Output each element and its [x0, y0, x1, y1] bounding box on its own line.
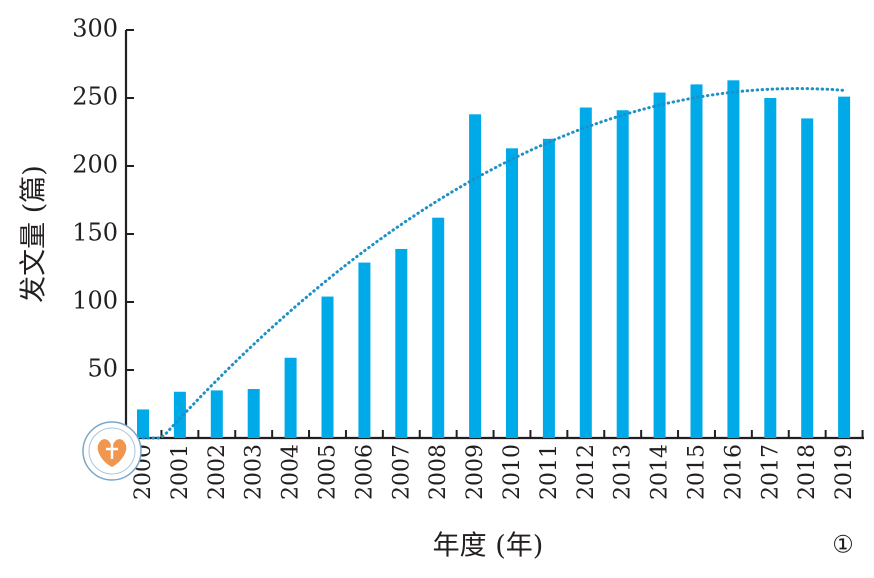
x-tick-label: 2003 — [242, 444, 267, 500]
x-tick-label: 2010 — [500, 444, 525, 500]
x-tick-label: 2009 — [463, 444, 488, 500]
x-tick-label: 2004 — [279, 444, 304, 500]
y-tick-label: 50 — [87, 355, 118, 383]
x-tick-label: 2008 — [426, 444, 451, 500]
x-tick-label: 2002 — [205, 444, 230, 500]
x-tick-label: 2016 — [721, 444, 746, 500]
bar-2015 — [690, 84, 703, 439]
bar-2011 — [542, 138, 555, 439]
x-tick-label: 2017 — [758, 444, 783, 500]
bar-2000 — [137, 409, 149, 438]
bar-2006 — [358, 262, 371, 438]
bar-2018 — [801, 118, 814, 439]
bar-2016 — [727, 80, 740, 438]
y-axis-ticks: 050100150200250300 — [72, 15, 134, 451]
x-tick-label: 2007 — [389, 444, 414, 500]
bar-2014 — [653, 92, 666, 438]
x-tick-label: 2015 — [685, 444, 710, 500]
y-tick-label: 300 — [72, 15, 118, 43]
x-tick-label: 2019 — [832, 444, 857, 500]
y-tick-label: 100 — [72, 287, 118, 315]
bar-2012 — [579, 107, 592, 439]
y-tick-label: 150 — [72, 219, 118, 247]
y-tick-label: 250 — [72, 83, 118, 111]
bar-2007 — [395, 248, 408, 438]
journal-seal-logo — [82, 421, 142, 481]
x-tick-label: 2011 — [537, 444, 562, 500]
bar-2013 — [616, 110, 629, 439]
trend-line — [141, 86, 846, 440]
x-tick-label: 2001 — [168, 444, 193, 500]
bar-2001 — [173, 391, 186, 438]
y-tick-label: 200 — [72, 151, 118, 179]
bar-2010 — [506, 148, 518, 438]
panel-label: ① — [832, 531, 854, 559]
bar-2002 — [210, 390, 223, 438]
bar-2019 — [838, 96, 851, 438]
bar-2008 — [432, 217, 445, 438]
x-tick-label: 2018 — [795, 444, 820, 500]
bar-2005 — [321, 296, 334, 438]
x-tick-label: 2005 — [316, 444, 341, 500]
x-axis-title: 年度 (年) — [433, 531, 544, 562]
bar-series — [137, 80, 851, 439]
bar-2009 — [469, 114, 482, 438]
bar-2004 — [284, 357, 297, 438]
bar-2003 — [247, 389, 260, 438]
x-tick-label: 2006 — [352, 444, 377, 500]
y-axis-title: 发文量 (篇) — [19, 165, 50, 303]
x-tick-label: 2012 — [574, 444, 599, 500]
x-axis-ticks: 2000 2001 2002 2003 2004 2005 2006 2007 2008 2009… — [131, 430, 864, 500]
x-tick-label: 2013 — [611, 444, 636, 500]
bar-2017 — [764, 98, 777, 438]
x-tick-label: 2014 — [648, 444, 673, 500]
